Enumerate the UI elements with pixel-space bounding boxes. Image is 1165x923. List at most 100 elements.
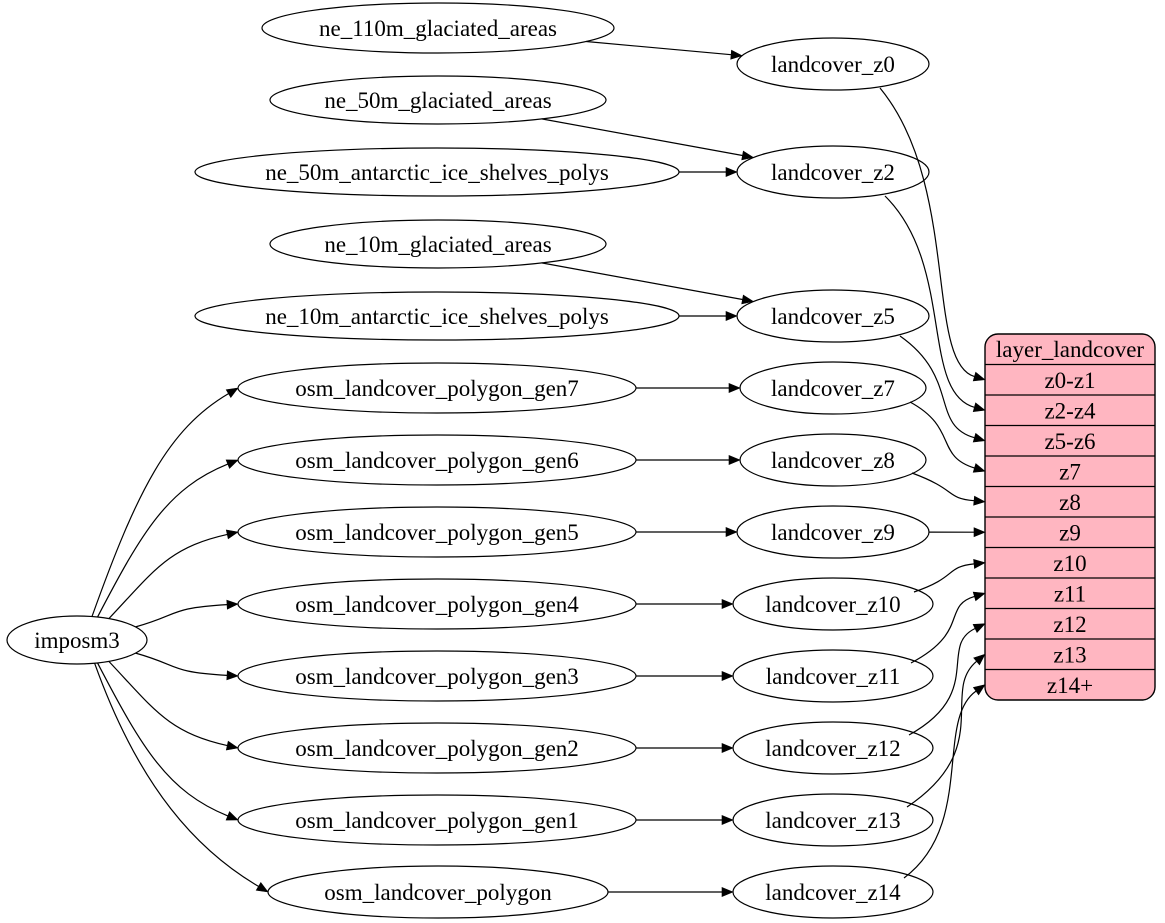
edge-imposm3-osm_landcover_polygon_gen3 xyxy=(135,652,228,676)
edge-landcover_z11-layer_landcover-z11 xyxy=(910,595,975,664)
arrowhead xyxy=(972,623,986,634)
edge-landcover_z5-layer_landcover-z5-z6 xyxy=(899,335,975,439)
edge-landcover_z8-layer_landcover-z8 xyxy=(911,472,975,502)
arrowhead xyxy=(255,881,269,893)
record-row-z7: z7 xyxy=(1059,459,1081,484)
node-label-osm_landcover_polygon_gen6: osm_landcover_polygon_gen6 xyxy=(295,448,579,473)
edge-imposm3-osm_landcover_polygon_gen5 xyxy=(108,533,228,620)
arrowhead xyxy=(973,653,986,666)
arrowhead xyxy=(226,670,239,681)
record-row-z13: z13 xyxy=(1053,642,1086,667)
node-label-osm_landcover_polygon_gen1: osm_landcover_polygon_gen1 xyxy=(295,808,579,833)
node-label-osm_landcover_polygon_gen7: osm_landcover_polygon_gen7 xyxy=(295,376,579,401)
node-label-landcover_z9: landcover_z9 xyxy=(771,520,895,545)
edge-landcover_z12-layer_landcover-z12 xyxy=(908,627,976,736)
edge-imposm3-osm_landcover_polygon_gen7 xyxy=(91,393,229,617)
arrowhead xyxy=(225,811,239,821)
node-label-ne_10m_antarctic_ice_shelves_polys: ne_10m_antarctic_ice_shelves_polys xyxy=(265,304,609,329)
arrowhead xyxy=(730,49,743,60)
record-row-z12: z12 xyxy=(1053,612,1086,637)
node-label-osm_landcover_polygon_gen4: osm_landcover_polygon_gen4 xyxy=(295,592,579,617)
edge-landcover_z10-layer_landcover-z10 xyxy=(913,563,975,593)
record-row-z14+: z14+ xyxy=(1047,673,1093,698)
edge-imposm3-osm_landcover_polygon_gen4 xyxy=(135,604,228,628)
node-label-osm_landcover_polygon_gen5: osm_landcover_polygon_gen5 xyxy=(295,520,579,545)
node-label-landcover_z14: landcover_z14 xyxy=(765,880,901,905)
arrowhead xyxy=(972,402,986,412)
node-label-ne_50m_glaciated_areas: ne_50m_glaciated_areas xyxy=(324,88,551,113)
arrowhead xyxy=(226,599,239,610)
node-label-landcover_z5: landcover_z5 xyxy=(771,304,895,329)
record-row-z10: z10 xyxy=(1053,551,1086,576)
edge-ne_110m_glaciated_areas-landcover_z0 xyxy=(586,40,732,56)
arrowhead xyxy=(725,527,738,537)
node-label-landcover_z2: landcover_z2 xyxy=(771,160,895,185)
node-label-landcover_z0: landcover_z0 xyxy=(771,52,895,77)
arrowhead xyxy=(973,558,986,569)
record-title: layer_landcover xyxy=(996,337,1144,362)
node-label-landcover_z12: landcover_z12 xyxy=(765,736,900,761)
node-label-landcover_z8: landcover_z8 xyxy=(771,448,895,473)
edge-imposm3-osm_landcover_polygon_gen1 xyxy=(96,662,229,817)
node-ne_10m_glaciated_areas xyxy=(269,219,607,269)
arrowhead xyxy=(721,815,734,825)
arrowhead xyxy=(225,459,239,469)
record-row-z9: z9 xyxy=(1059,520,1081,545)
node-label-landcover_z11: landcover_z11 xyxy=(766,664,901,689)
record-row-z8: z8 xyxy=(1059,490,1081,515)
arrowhead xyxy=(972,371,986,382)
node-imposm3 xyxy=(6,615,148,665)
edge-ne_10m_glaciated_areas-landcover_z5 xyxy=(541,262,743,301)
node-layer: imposm3 ne_110m_glaciated_areas ne_50m_gla… xyxy=(6,2,934,919)
arrowhead xyxy=(972,432,986,443)
arrowhead xyxy=(721,743,734,753)
node-label-landcover_z7: landcover_z7 xyxy=(771,376,895,401)
node-label-ne_110m_glaciated_areas: ne_110m_glaciated_areas xyxy=(319,16,557,41)
node-ne_110m_glaciated_areas xyxy=(261,2,615,54)
arrowhead xyxy=(725,311,738,321)
node-label-ne_50m_antarctic_ice_shelves_polys: ne_50m_antarctic_ice_shelves_polys xyxy=(265,160,609,185)
arrowhead xyxy=(225,387,239,399)
record-row-z0-z1: z0-z1 xyxy=(1044,368,1095,393)
arrowhead xyxy=(972,591,986,602)
edge-imposm3-osm_landcover_polygon_gen2 xyxy=(108,660,228,747)
record-rows: z0-z1 z2-z4 z5-z6 z7 z8 z9 z10 z11 z12 z13 z14+ xyxy=(985,363,1155,698)
record-row-z11: z11 xyxy=(1054,581,1086,606)
record-row-z5-z6: z5-z6 xyxy=(1044,429,1095,454)
arrowhead xyxy=(973,495,986,506)
arrowhead xyxy=(741,294,755,305)
node-label-osm_landcover_polygon: osm_landcover_polygon xyxy=(324,880,552,905)
arrowhead xyxy=(721,599,734,609)
node-label-landcover_z10: landcover_z10 xyxy=(765,592,900,617)
node-label-osm_landcover_polygon_gen2: osm_landcover_polygon_gen2 xyxy=(295,736,579,761)
arrowhead xyxy=(725,167,738,177)
record-row-z2-z4: z2-z4 xyxy=(1044,398,1096,423)
edge-landcover_z14-layer_landcover-z14+ xyxy=(903,690,977,879)
node-ne_50m_glaciated_areas xyxy=(269,75,607,125)
arrowhead xyxy=(728,455,741,465)
node-label-landcover_z13: landcover_z13 xyxy=(765,808,900,833)
node-label-ne_10m_glaciated_areas: ne_10m_glaciated_areas xyxy=(324,232,551,257)
edge-landcover_z7-layer_landcover-z7 xyxy=(909,401,975,469)
arrowhead xyxy=(225,529,239,540)
node-label-osm_landcover_polygon_gen3: osm_landcover_polygon_gen3 xyxy=(295,664,579,689)
edge-imposm3-osm_landcover_polygon_gen6 xyxy=(96,463,229,618)
node-label-imposm3: imposm3 xyxy=(34,628,120,653)
edge-landcover_z2-layer_landcover-z2-z4 xyxy=(884,195,975,408)
arrowhead xyxy=(972,684,986,696)
record-node-layer-landcover: z0-z1 z2-z4 z5-z6 z7 z8 z9 z10 z11 z12 z13 z14+ la… xyxy=(984,333,1156,701)
edge-ne_50m_glaciated_areas-landcover_z2 xyxy=(541,118,743,157)
edge-landcover_z13-layer_landcover-z13 xyxy=(906,660,977,808)
arrowhead xyxy=(973,527,986,538)
arrowhead xyxy=(721,671,734,681)
arrowhead xyxy=(728,383,741,393)
arrowhead xyxy=(721,887,734,897)
arrowhead xyxy=(741,150,755,161)
edge-imposm3-osm_landcover_polygon xyxy=(94,663,259,887)
arrowhead xyxy=(972,463,986,473)
arrowhead xyxy=(225,740,239,751)
node-landcover_z0 xyxy=(736,37,930,91)
edge-layer xyxy=(91,40,986,897)
